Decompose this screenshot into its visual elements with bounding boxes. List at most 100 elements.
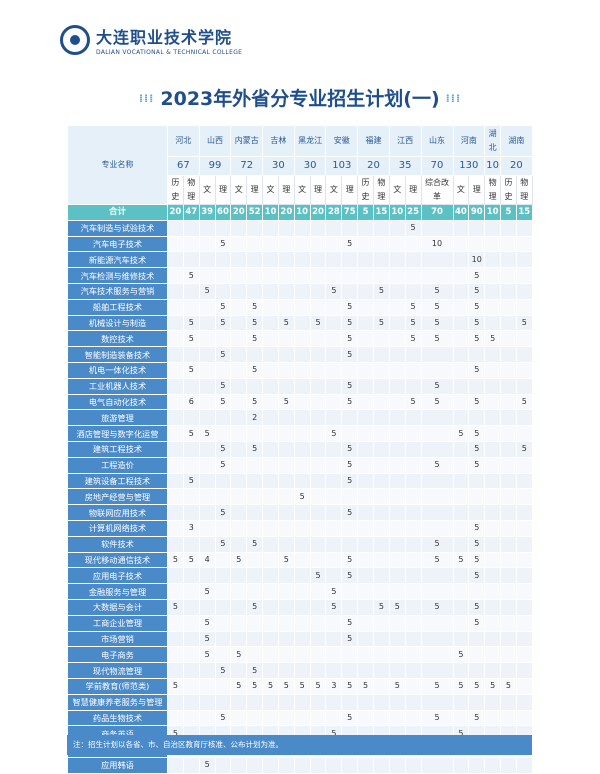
plan-cell bbox=[246, 456, 264, 474]
plan-cell bbox=[372, 330, 390, 348]
total-value: 39 bbox=[198, 204, 216, 221]
major-name: 学前教育(师范类) bbox=[67, 677, 168, 695]
plan-cell bbox=[262, 630, 279, 648]
plan-cell bbox=[325, 662, 343, 679]
plan-cell bbox=[262, 314, 279, 332]
table-row: 电子商务 5 5 5 bbox=[67, 646, 533, 664]
plan-cell bbox=[262, 393, 279, 411]
plan-cell bbox=[452, 346, 470, 363]
major-name: 机电一体化技术 bbox=[67, 361, 168, 379]
major-name: 智慧健康养老服务与管理 bbox=[67, 693, 168, 711]
plan-cell: 5 bbox=[341, 472, 359, 490]
total-value: 60 bbox=[214, 204, 232, 221]
plan-cell bbox=[230, 693, 248, 711]
plan-cell bbox=[357, 551, 374, 569]
plan-cell: 5 bbox=[452, 425, 470, 442]
plan-cell bbox=[309, 504, 327, 521]
plan-cell bbox=[420, 646, 454, 664]
plan-cell: 5 bbox=[214, 709, 232, 727]
plan-cell bbox=[515, 630, 533, 648]
province-name: 内蒙古 bbox=[230, 125, 264, 157]
table-row: 物联网应用技术 5 5 bbox=[67, 504, 533, 521]
plan-cell: 5 bbox=[420, 393, 454, 411]
plan-cell bbox=[515, 709, 533, 727]
plan-cell bbox=[293, 662, 311, 679]
province-quota: 99 bbox=[198, 156, 232, 176]
plan-cell bbox=[230, 267, 248, 284]
plan-cell bbox=[167, 251, 184, 269]
subject-type: 综合改革 bbox=[420, 175, 454, 205]
plan-cell: 5 bbox=[372, 314, 390, 332]
plan-cell bbox=[357, 598, 374, 616]
plan-cell: 5 bbox=[341, 709, 359, 727]
plan-cell bbox=[198, 693, 216, 711]
plan-cell bbox=[214, 677, 232, 695]
plan-cell bbox=[277, 583, 295, 600]
plan-cell bbox=[452, 267, 470, 284]
plan-cell bbox=[230, 361, 248, 379]
plan-cell bbox=[341, 488, 359, 506]
total-value: 20 bbox=[167, 204, 184, 221]
plan-cell bbox=[246, 583, 264, 600]
plan-cell bbox=[214, 551, 232, 569]
plan-cell bbox=[484, 630, 502, 648]
plan-cell: 5 bbox=[484, 677, 502, 695]
plan-cell bbox=[293, 298, 311, 316]
plan-cell: 5 bbox=[420, 598, 454, 616]
plan-cell bbox=[420, 472, 454, 490]
plan-cell bbox=[182, 298, 200, 316]
plan-cell bbox=[262, 598, 279, 616]
plan-cell: 3 bbox=[325, 677, 343, 695]
plan-cell bbox=[262, 282, 279, 300]
major-name: 金融服务与管理 bbox=[67, 583, 168, 600]
plan-cell bbox=[404, 472, 422, 490]
plan-cell bbox=[309, 361, 327, 379]
plan-cell bbox=[262, 583, 279, 600]
page-title: 2023年外省分专业招生计划(一) bbox=[160, 88, 440, 110]
table-row: 应用韩语 5 bbox=[67, 756, 533, 774]
subject-type: 文 bbox=[388, 175, 406, 205]
plan-cell bbox=[167, 614, 184, 632]
plan-cell bbox=[246, 251, 264, 269]
plan-cell bbox=[198, 330, 216, 348]
plan-cell bbox=[309, 393, 327, 411]
plan-cell bbox=[246, 646, 264, 664]
plan-cell bbox=[372, 693, 390, 711]
plan-cell bbox=[309, 756, 327, 774]
plan-cell: 5 bbox=[468, 267, 486, 284]
plan-cell bbox=[420, 425, 454, 442]
plan-cell bbox=[372, 646, 390, 664]
plan-cell: 5 bbox=[468, 567, 486, 585]
plan-cell bbox=[357, 282, 374, 300]
plan-cell bbox=[230, 235, 248, 253]
plan-cell bbox=[262, 504, 279, 521]
plan-cell bbox=[198, 504, 216, 521]
plan-cell bbox=[325, 488, 343, 506]
plan-cell bbox=[420, 583, 454, 600]
major-name: 建筑设备工程技术 bbox=[67, 472, 168, 490]
plan-cell: 5 bbox=[293, 488, 311, 506]
plan-cell bbox=[420, 519, 454, 537]
plan-cell bbox=[309, 646, 327, 664]
subject-type: 文 bbox=[262, 175, 279, 205]
subject-type: 历史 bbox=[167, 175, 184, 205]
plan-cell bbox=[500, 235, 517, 253]
plan-cell bbox=[388, 693, 406, 711]
plan-cell bbox=[198, 409, 216, 427]
plan-cell: 5 bbox=[420, 677, 454, 695]
plan-cell bbox=[182, 409, 200, 427]
plan-cell bbox=[357, 425, 374, 442]
major-name: 工业机器人技术 bbox=[67, 377, 168, 395]
plan-cell bbox=[357, 646, 374, 664]
plan-cell: 5 bbox=[309, 567, 327, 585]
plan-cell bbox=[515, 298, 533, 316]
major-name: 大数据与会计 bbox=[67, 598, 168, 616]
plan-cell: 5 bbox=[341, 504, 359, 521]
plan-cell: 5 bbox=[357, 677, 374, 695]
plan-cell bbox=[277, 630, 295, 648]
total-value: 15 bbox=[372, 204, 390, 221]
table-row: 金融服务与管理 5 5 bbox=[67, 583, 533, 600]
plan-cell bbox=[167, 409, 184, 427]
plan-cell: 5 bbox=[372, 282, 390, 300]
plan-cell: 5 bbox=[468, 361, 486, 379]
